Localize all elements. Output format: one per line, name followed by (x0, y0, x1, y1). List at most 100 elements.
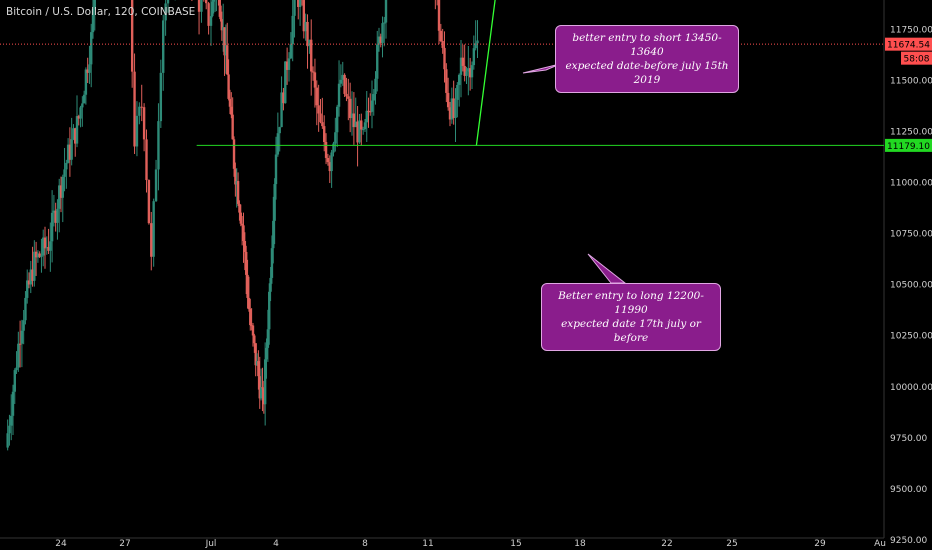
long-entry-annotation[interactable]: Better entry to long 12200-11990 expecte… (541, 283, 721, 351)
y-tick-label: 9250.00 (890, 536, 927, 546)
candle-body (334, 132, 337, 144)
candle-body (339, 79, 343, 84)
candle-body (365, 110, 368, 123)
candle-body (461, 57, 465, 66)
candle-body (452, 98, 455, 118)
candle-body (450, 98, 454, 120)
candle-body (253, 335, 256, 344)
candle-body (270, 248, 274, 278)
candle-body (205, 0, 208, 4)
candle-body (68, 144, 72, 160)
x-tick-label: 25 (726, 539, 737, 549)
candle-body (8, 425, 11, 434)
candle-body (251, 325, 255, 336)
candle-body (212, 0, 215, 2)
candle-body (239, 212, 242, 224)
x-tick-label: 29 (814, 539, 826, 549)
candle-body (369, 111, 372, 113)
candle-body (238, 203, 241, 213)
candle-body (54, 210, 57, 223)
candle-body (219, 5, 222, 20)
candle-body (273, 184, 276, 221)
candle-body (240, 223, 244, 226)
candle-body (34, 251, 38, 258)
candle-body (22, 320, 25, 331)
candle-body (58, 185, 61, 209)
candle-body (285, 61, 289, 70)
candle-body (272, 220, 275, 249)
candle-body (317, 105, 320, 114)
candle-body (223, 27, 226, 56)
candle-body (330, 152, 333, 172)
candle-body (254, 343, 257, 366)
candle-body (437, 0, 441, 31)
candle-body (247, 297, 251, 310)
x-tick-label: 8 (362, 539, 368, 549)
candle-body (234, 168, 237, 185)
candle-body (326, 157, 330, 163)
candle-body (82, 94, 86, 104)
candle-body (217, 0, 221, 6)
candle-body (17, 343, 20, 368)
candle-body (45, 247, 48, 249)
countdown-bg (901, 51, 932, 65)
y-tick-label: 10250.00 (890, 332, 932, 342)
candle-body (476, 40, 479, 44)
candle-body (20, 330, 24, 344)
candle-body (72, 128, 75, 140)
candle-body (268, 291, 271, 330)
candle-body (207, 3, 210, 26)
candle-body (345, 93, 348, 97)
candle-body (164, 3, 167, 21)
candle-body (287, 58, 291, 70)
price-tag-label: 11179.10 (887, 142, 930, 152)
candle-body (262, 388, 266, 405)
candle-body (221, 27, 225, 31)
countdown-label: 58:08 (904, 55, 930, 65)
candle-body (470, 65, 474, 78)
candle-body (246, 274, 249, 298)
candle-body (133, 71, 136, 147)
candle-body (135, 115, 139, 147)
candles-group (6, 0, 479, 451)
candle-body (454, 99, 457, 118)
candle-body (341, 74, 344, 80)
x-tick-label: 27 (119, 539, 130, 549)
candle-body (226, 45, 229, 75)
candle-body (166, 0, 170, 4)
short-entry-annotation[interactable]: better entry to short 13450-13640 expect… (555, 25, 739, 93)
candle-body (467, 68, 470, 72)
candle-body (468, 68, 472, 78)
candle-body (154, 169, 158, 202)
candle-body (231, 114, 234, 140)
candle-body (130, 0, 134, 72)
candle-body (81, 103, 84, 108)
candle-body (40, 255, 43, 257)
y-tick-label: 11500.00 (890, 76, 932, 86)
candle-body (90, 32, 93, 65)
price-tag: 11674.54 (885, 37, 932, 51)
candle-body (348, 98, 352, 119)
candle-body (42, 237, 45, 256)
candle-body (70, 139, 73, 160)
candle-body (6, 433, 9, 448)
x-tick-label: Au (874, 539, 886, 549)
candle-body (43, 237, 47, 249)
candle-body (56, 208, 59, 223)
candle-body (11, 391, 15, 416)
candle-body (265, 347, 268, 360)
candle-body (335, 106, 339, 133)
candle-body (350, 113, 354, 119)
candle-body (140, 106, 143, 108)
price-tag-bg (885, 37, 932, 51)
candle-body (257, 361, 260, 377)
candle-body (36, 253, 40, 258)
long-annotation-pointer (587, 253, 627, 284)
candle-body (298, 0, 302, 7)
candle-body (474, 43, 477, 49)
candle-body (38, 253, 41, 257)
candle-body (269, 277, 272, 292)
candle-body (261, 387, 264, 389)
candle-body (439, 30, 443, 42)
